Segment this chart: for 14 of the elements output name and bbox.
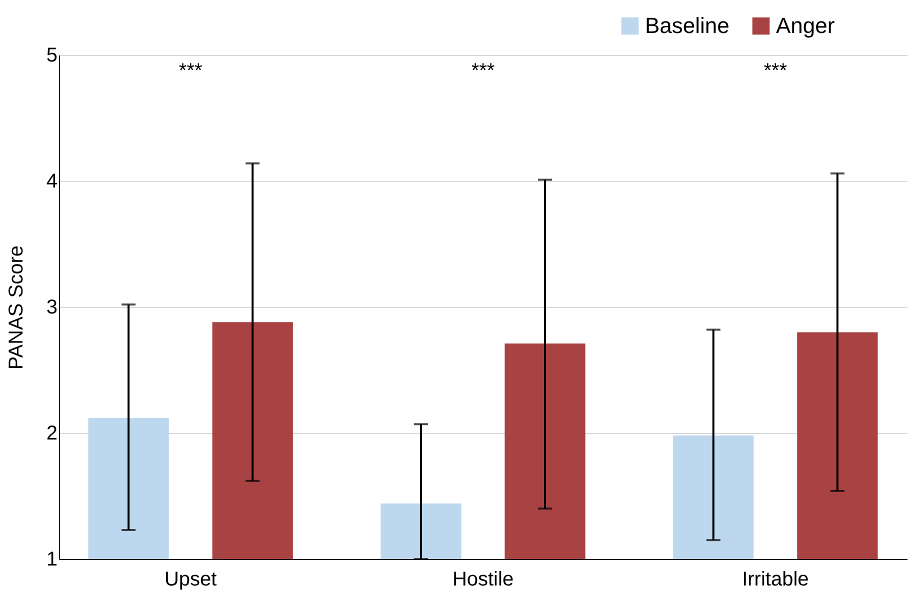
- x-tick-label: Irritable: [742, 568, 809, 590]
- y-tick-label: 2: [46, 422, 58, 444]
- y-axis-title: PANAS Score: [5, 245, 28, 370]
- x-tick-label: Upset: [164, 568, 218, 590]
- x-tick-label: Hostile: [452, 568, 514, 590]
- y-tick-label: 4: [46, 170, 58, 192]
- y-tick-label: 1: [46, 548, 58, 570]
- y-tick-label: 3: [46, 296, 58, 318]
- annotation: ***: [471, 60, 495, 82]
- annotation: ***: [764, 60, 788, 82]
- legend-label: Baseline: [645, 13, 730, 38]
- legend-label: Anger: [776, 13, 835, 38]
- y-tick-label: 5: [46, 44, 58, 66]
- annotation: ***: [178, 60, 202, 82]
